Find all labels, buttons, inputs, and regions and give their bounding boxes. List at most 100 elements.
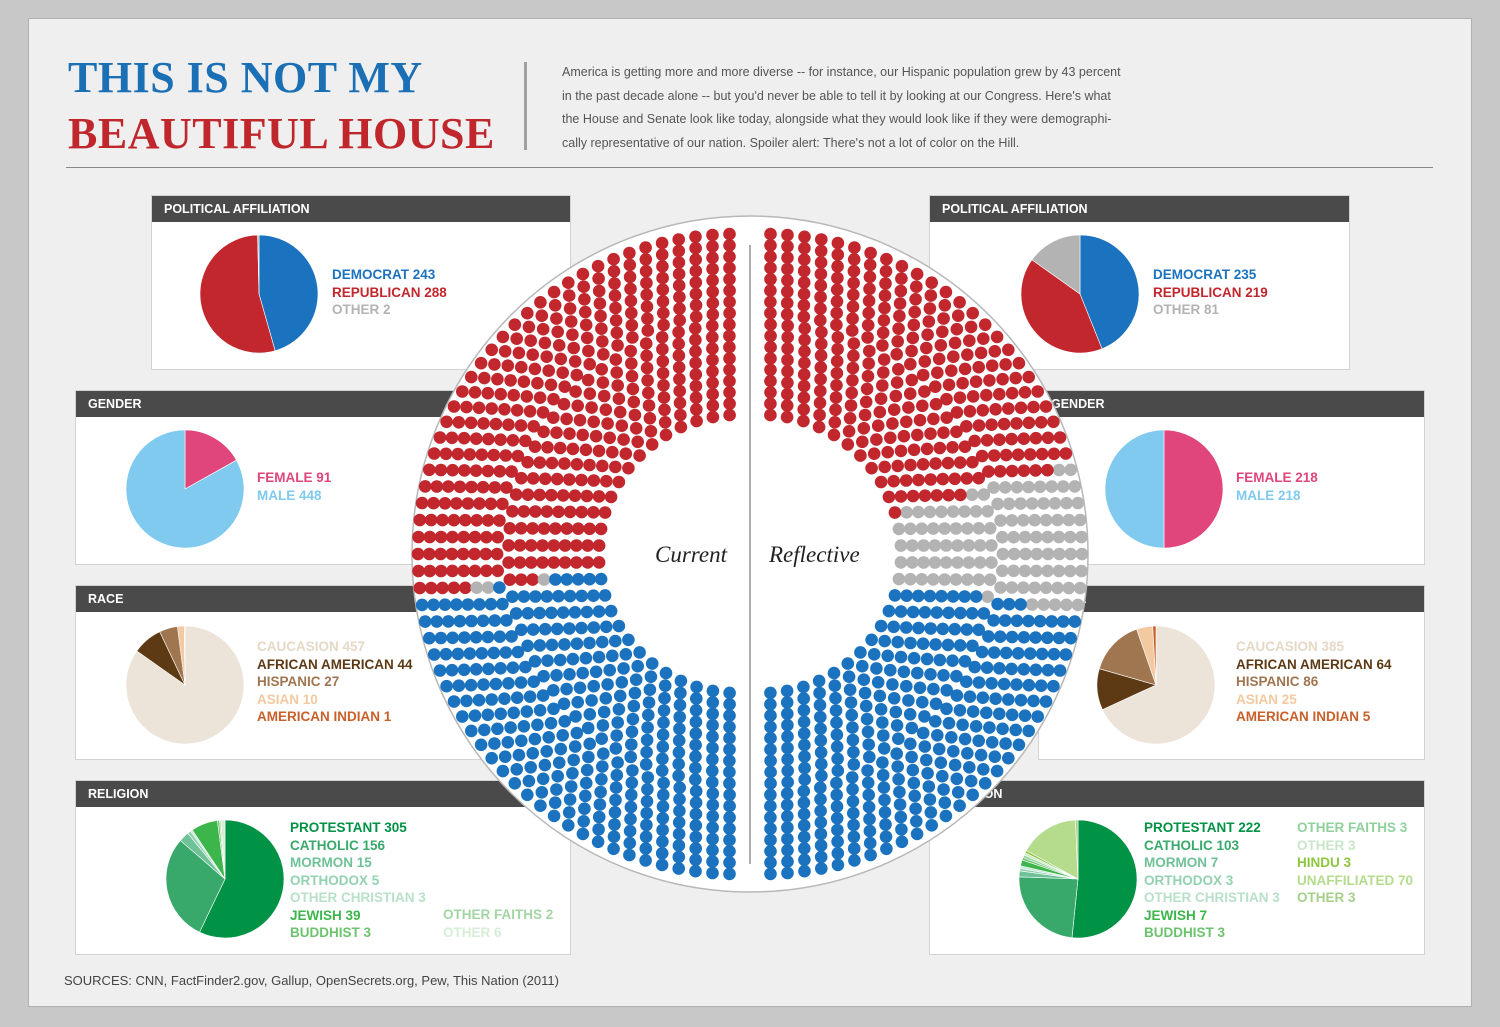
seat-dot-democrat-reflective — [941, 638, 955, 652]
seat-dot-democrat-reflective — [922, 780, 936, 793]
seat-dot-republican-reflective — [764, 408, 777, 422]
seat-dot-democrat-reflective — [923, 793, 937, 806]
seat-dot-republican-current — [536, 539, 549, 552]
seat-dot-republican-current — [554, 352, 568, 366]
seat-dot-republican-reflective — [798, 241, 811, 255]
seat-dot-democrat-reflective — [972, 623, 985, 637]
seat-dot-republican-reflective — [913, 413, 927, 427]
seat-dot-democrat-reflective — [1018, 709, 1032, 722]
seat-dot-republican-current — [547, 411, 560, 425]
seat-dot-republican-current — [641, 312, 654, 326]
seat-dot-republican-reflective — [829, 403, 842, 417]
seat-dot-republican-current — [536, 556, 549, 569]
seat-dot-democrat-reflective — [924, 806, 938, 819]
seat-dot-republican-current — [457, 564, 471, 578]
seat-dot-democrat-current — [723, 856, 736, 869]
seat-dot-republican-current — [507, 388, 520, 402]
seat-dot-republican-current — [656, 283, 670, 297]
gender-pie-current — [125, 429, 245, 549]
seat-dot-republican-current — [612, 475, 626, 489]
seat-dot-republican-current — [690, 403, 703, 416]
seat-dot-democrat-reflective — [829, 691, 842, 705]
seat-dot-republican-current — [657, 379, 670, 392]
seat-dot-democrat-current — [655, 764, 669, 777]
seat-dot-democrat-current — [447, 695, 461, 708]
seat-dot-democrat-reflective — [954, 606, 967, 620]
seat-dot-democrat-current — [553, 653, 567, 667]
seat-dot-democrat-current — [526, 747, 539, 760]
seat-dot-democrat-current — [498, 750, 512, 763]
seat-dot-republican-reflective — [942, 378, 956, 392]
seat-dot-republican-current — [623, 270, 637, 284]
seat-dot-democrat-reflective — [912, 621, 925, 635]
seat-dot-republican-reflective — [781, 262, 794, 276]
seat-dot-democrat-reflective — [798, 853, 811, 867]
seat-dot-democrat-current — [430, 615, 444, 628]
seat-dot-democrat-reflective — [781, 718, 794, 732]
seat-dot-democrat-current — [625, 725, 639, 739]
seat-dot-republican-current — [596, 459, 609, 473]
seat-dot-democrat-reflective — [1045, 615, 1058, 628]
seat-dot-democrat-reflective — [958, 590, 971, 603]
seat-dot-republican-reflective — [940, 392, 953, 406]
seat-dot-democrat-reflective — [781, 775, 794, 789]
intro-line: the House and Senate look like today, al… — [562, 112, 1112, 126]
seat-dot-republican-current — [514, 419, 528, 432]
seat-dot-democrat-current — [415, 598, 429, 612]
seat-dot-republican-reflective — [910, 267, 924, 281]
seat-dot-democrat-current — [481, 630, 495, 644]
seat-dot-democrat-reflective — [929, 715, 942, 728]
legend-item-republican: REPUBLICAN 219 — [1153, 284, 1268, 300]
seat-dot-republican-reflective — [859, 395, 873, 409]
legend-item-hindu: HINDU 3 — [1297, 855, 1352, 870]
seat-dot-democrat-current — [587, 679, 600, 693]
seat-dot-other-reflective — [1064, 547, 1077, 561]
seat-dot-republican-reflective — [932, 352, 946, 366]
seat-dot-republican-current — [573, 413, 587, 427]
seat-dot-republican-current — [469, 432, 483, 446]
seat-dot-republican-current — [558, 539, 572, 552]
seat-dot-other-reflective — [935, 505, 948, 519]
seat-dot-other-reflective — [977, 488, 991, 501]
seat-dot-republican-current — [547, 285, 561, 299]
seat-dot-other-reflective — [1071, 496, 1085, 510]
seat-dot-republican-reflective — [1009, 371, 1022, 385]
seat-dot-democrat-current — [560, 573, 574, 586]
seat-dot-republican-reflective — [781, 387, 794, 401]
seat-dot-democrat-current — [450, 598, 463, 611]
seat-dot-republican-current — [610, 366, 623, 379]
seat-dot-republican-reflective — [988, 345, 1002, 358]
seat-dot-democrat-reflective — [876, 716, 889, 729]
seat-dot-republican-current — [479, 547, 493, 561]
seat-dot-republican-current — [640, 276, 653, 290]
seat-dot-republican-current — [582, 344, 595, 358]
seat-dot-republican-current — [567, 341, 580, 355]
seat-dot-republican-reflective — [814, 256, 828, 269]
seat-dot-other-reflective — [973, 556, 987, 569]
seat-dot-republican-current — [434, 463, 448, 477]
seat-dot-democrat-current — [523, 690, 537, 703]
seat-dot-democrat-reflective — [904, 737, 917, 751]
pie-slice-republican — [1020, 259, 1103, 354]
seat-dot-republican-reflective — [797, 310, 811, 324]
seat-dot-republican-reflective — [892, 322, 905, 336]
seat-dot-other-reflective — [985, 539, 998, 552]
seat-dot-republican-current — [517, 505, 531, 518]
seat-dot-republican-current — [689, 322, 702, 335]
seat-dot-other-reflective — [1037, 598, 1050, 611]
seat-dot-democrat-reflective — [978, 777, 992, 790]
seat-dot-republican-current — [494, 387, 508, 401]
seat-dot-other-reflective — [1033, 480, 1047, 494]
seat-dot-other-reflective — [973, 539, 987, 552]
seat-dot-republican-reflective — [829, 391, 843, 404]
seat-dot-democrat-reflective — [781, 866, 794, 880]
seat-dot-republican-reflective — [812, 420, 826, 434]
seat-dot-republican-reflective — [939, 285, 953, 299]
seat-dot-republican-current — [558, 556, 572, 569]
seat-dot-republican-reflective — [964, 320, 978, 334]
seat-dot-democrat-reflective — [887, 620, 900, 634]
seat-dot-republican-reflective — [781, 365, 794, 378]
seat-dot-democrat-current — [673, 781, 686, 794]
